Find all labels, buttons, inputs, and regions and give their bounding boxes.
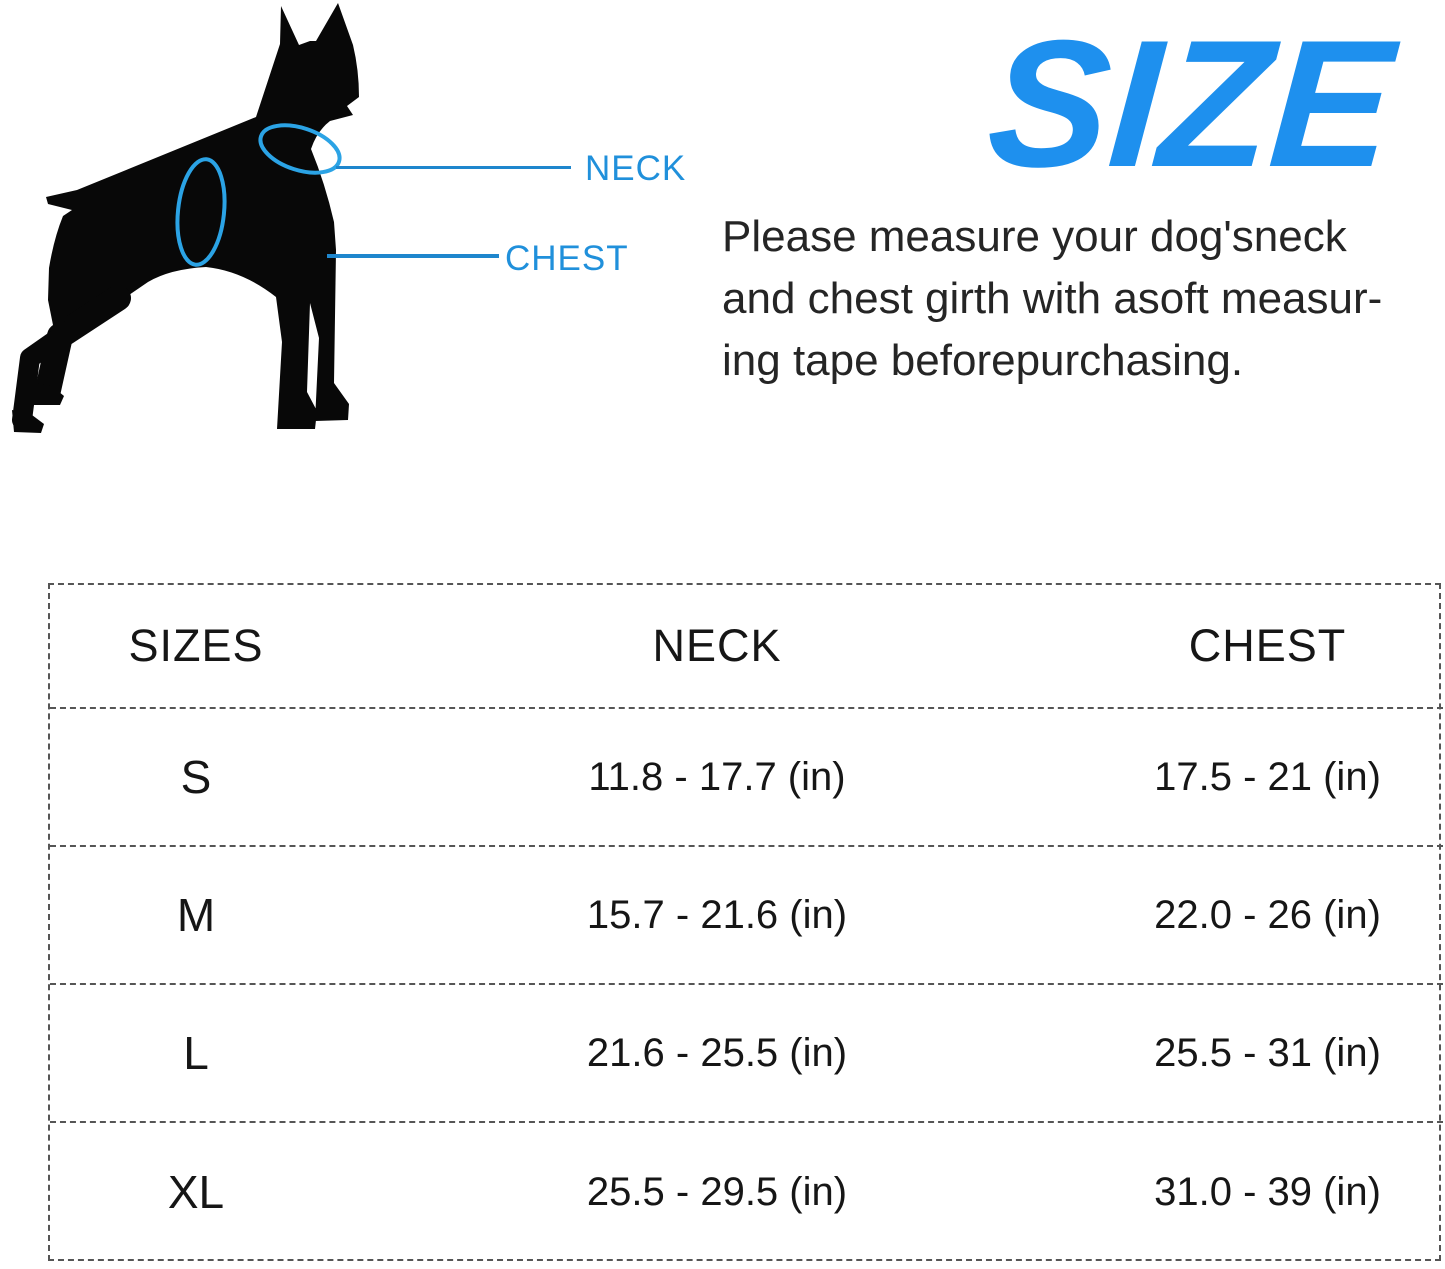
cell-neck: 25.5 - 29.5 (in) bbox=[586, 1169, 848, 1214]
neck-measure-ring bbox=[258, 123, 342, 175]
chest-measure-ring bbox=[175, 157, 227, 267]
cell-size: XL bbox=[167, 1166, 225, 1218]
measuring-instructions: Please measure your dog'sneck and chest … bbox=[722, 212, 1383, 385]
size-table: SIZES NECK CHEST S 11.8 - 17.7 (in) 17.5… bbox=[48, 583, 1443, 1261]
chest-leader-line bbox=[327, 254, 499, 258]
table-row: XL 25.5 - 29.5 (in) 31.0 - 39 (in) bbox=[50, 1123, 1443, 1261]
cell-chest: 31.0 - 39 (in) bbox=[1154, 1169, 1381, 1214]
column-header-neck: NECK bbox=[652, 620, 782, 671]
dog-silhouette-diagram bbox=[12, 3, 359, 433]
cell-size: S bbox=[180, 751, 212, 803]
dog-hind-foot-near bbox=[30, 382, 64, 405]
dog-hind-foot-far bbox=[12, 410, 44, 433]
cell-chest: 25.5 - 31 (in) bbox=[1154, 1030, 1381, 1075]
column-header-chest: CHEST bbox=[1188, 620, 1347, 671]
neck-callout-label: NECK bbox=[585, 149, 687, 188]
table-row: M 15.7 - 21.6 (in) 22.0 - 26 (in) bbox=[50, 847, 1443, 985]
cell-neck: 21.6 - 25.5 (in) bbox=[586, 1030, 848, 1075]
table-row: S 11.8 - 17.7 (in) 17.5 - 21 (in) bbox=[50, 709, 1443, 847]
dog-body-silhouette bbox=[46, 3, 359, 429]
cell-neck: 11.8 - 17.7 (in) bbox=[588, 754, 846, 799]
table-row: L 21.6 - 25.5 (in) 25.5 - 31 (in) bbox=[50, 985, 1443, 1123]
cell-size: L bbox=[183, 1027, 209, 1079]
column-header-sizes: SIZES bbox=[128, 620, 264, 671]
cell-size: M bbox=[176, 889, 216, 941]
cell-chest: 17.5 - 21 (in) bbox=[1154, 754, 1381, 799]
neck-leader-line bbox=[336, 166, 571, 169]
cell-neck: 15.7 - 21.6 (in) bbox=[586, 892, 848, 937]
chest-callout-label: CHEST bbox=[505, 239, 629, 278]
dog-hind-leg-far bbox=[12, 320, 80, 430]
page-title: SIZE bbox=[982, 3, 1399, 205]
cell-chest: 22.0 - 26 (in) bbox=[1154, 892, 1381, 937]
table-header-row: SIZES NECK CHEST bbox=[50, 585, 1443, 709]
